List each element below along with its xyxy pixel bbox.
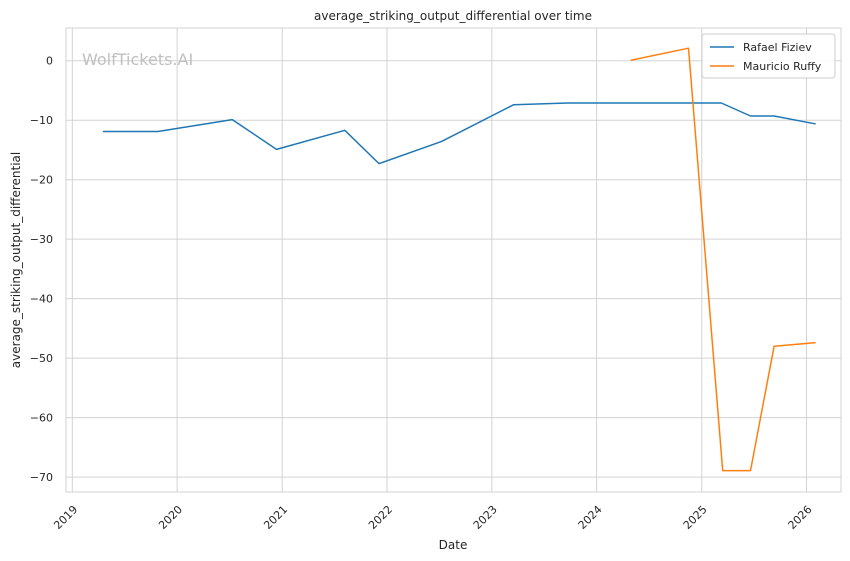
x-tick-label: 2022 [366,503,395,532]
x-tick-label: 2019 [51,503,80,532]
y-tick-label: −10 [30,114,53,127]
y-tick-label: −20 [30,174,53,187]
legend-label-2: Mauricio Ruffy [743,60,822,73]
x-tick-label: 2024 [576,503,605,532]
legend: Rafael Fiziev Mauricio Ruffy [701,33,836,79]
watermark: WolfTickets.AI [82,50,193,69]
y-tick-label: −30 [30,233,53,246]
y-tick-label: −50 [30,352,53,365]
x-tick-label: 2025 [681,503,710,532]
x-tick-labels: 2019 2020 2021 2022 2023 2024 2025 2026 [51,503,814,532]
x-tick-label: 2021 [261,503,290,532]
y-tick-label: 0 [46,55,53,68]
y-axis-title: average_striking_output_differential [9,152,23,368]
grid [66,28,841,492]
x-axis-title: Date [439,538,468,552]
x-tick-label: 2023 [471,503,500,532]
chart-title: average_striking_output_differential ove… [314,9,592,23]
y-tick-label: −70 [30,471,53,484]
legend-label-1: Rafael Fiziev [743,41,812,54]
legend-box [701,33,836,79]
series-line-2 [630,47,816,472]
y-tick-label: −60 [30,412,53,425]
x-tick-label: 2020 [156,503,185,532]
plot-area-frame [65,27,842,493]
y-tick-label: −40 [30,293,53,306]
x-tick-label: 2026 [786,503,815,532]
series-line-1 [102,102,816,165]
series [102,47,816,472]
y-tick-labels: 0 −10 −20 −30 −40 −50 −60 −70 [30,55,53,484]
